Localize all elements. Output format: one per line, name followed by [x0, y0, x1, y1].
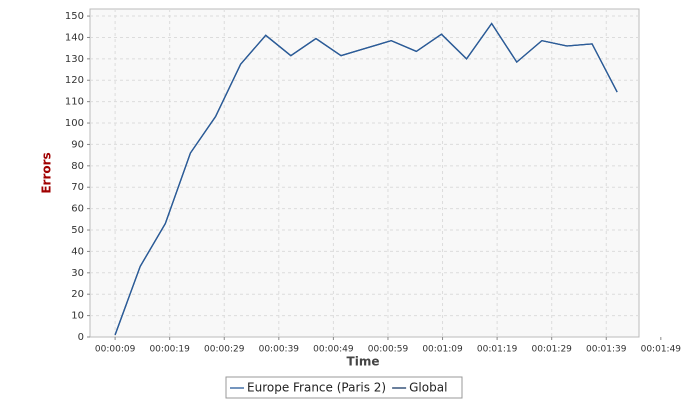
y-tick-label: 20: [71, 289, 84, 300]
y-tick-label: 140: [65, 32, 84, 43]
legend-label: Europe France (Paris 2): [247, 381, 386, 395]
x-tick-label: 00:01:29: [531, 345, 572, 355]
y-tick-label: 0: [78, 332, 84, 343]
y-tick-label: 30: [71, 268, 84, 279]
y-tick-label: 90: [71, 139, 84, 150]
legend-label: Global: [409, 381, 447, 395]
x-axis-title: Time: [347, 355, 380, 369]
x-tick-label: 00:00:09: [95, 345, 136, 355]
y-tick-label: 60: [71, 204, 84, 215]
y-tick-label: 100: [65, 118, 84, 129]
y-tick-label: 110: [65, 97, 84, 108]
x-tick-label: 00:01:39: [586, 345, 627, 355]
x-tick-label: 00:01:09: [422, 345, 463, 355]
x-tick-label: 00:01:19: [477, 345, 518, 355]
x-tick-label: 00:00:39: [259, 345, 300, 355]
y-tick-label: 50: [71, 225, 84, 236]
y-tick-label: 120: [65, 75, 84, 86]
legend: [225, 376, 463, 399]
x-tick-label: 00:01:49: [641, 345, 682, 355]
x-tick-label: 00:00:29: [204, 345, 245, 355]
x-tick-label: 00:00:59: [368, 345, 409, 355]
y-tick-label: 80: [71, 161, 84, 172]
line-series: [114, 22, 618, 336]
y-axis-title: Errors: [40, 152, 54, 193]
x-tick-label: 00:00:49: [313, 345, 354, 355]
y-tick-label: 70: [71, 182, 84, 193]
y-tick-label: 130: [65, 54, 84, 65]
y-tick-label: 150: [65, 11, 84, 22]
y-tick-label: 10: [71, 311, 84, 322]
y-tick-label: 40: [71, 246, 84, 257]
plot-area: [89, 8, 640, 338]
x-tick-label: 00:00:19: [149, 345, 190, 355]
